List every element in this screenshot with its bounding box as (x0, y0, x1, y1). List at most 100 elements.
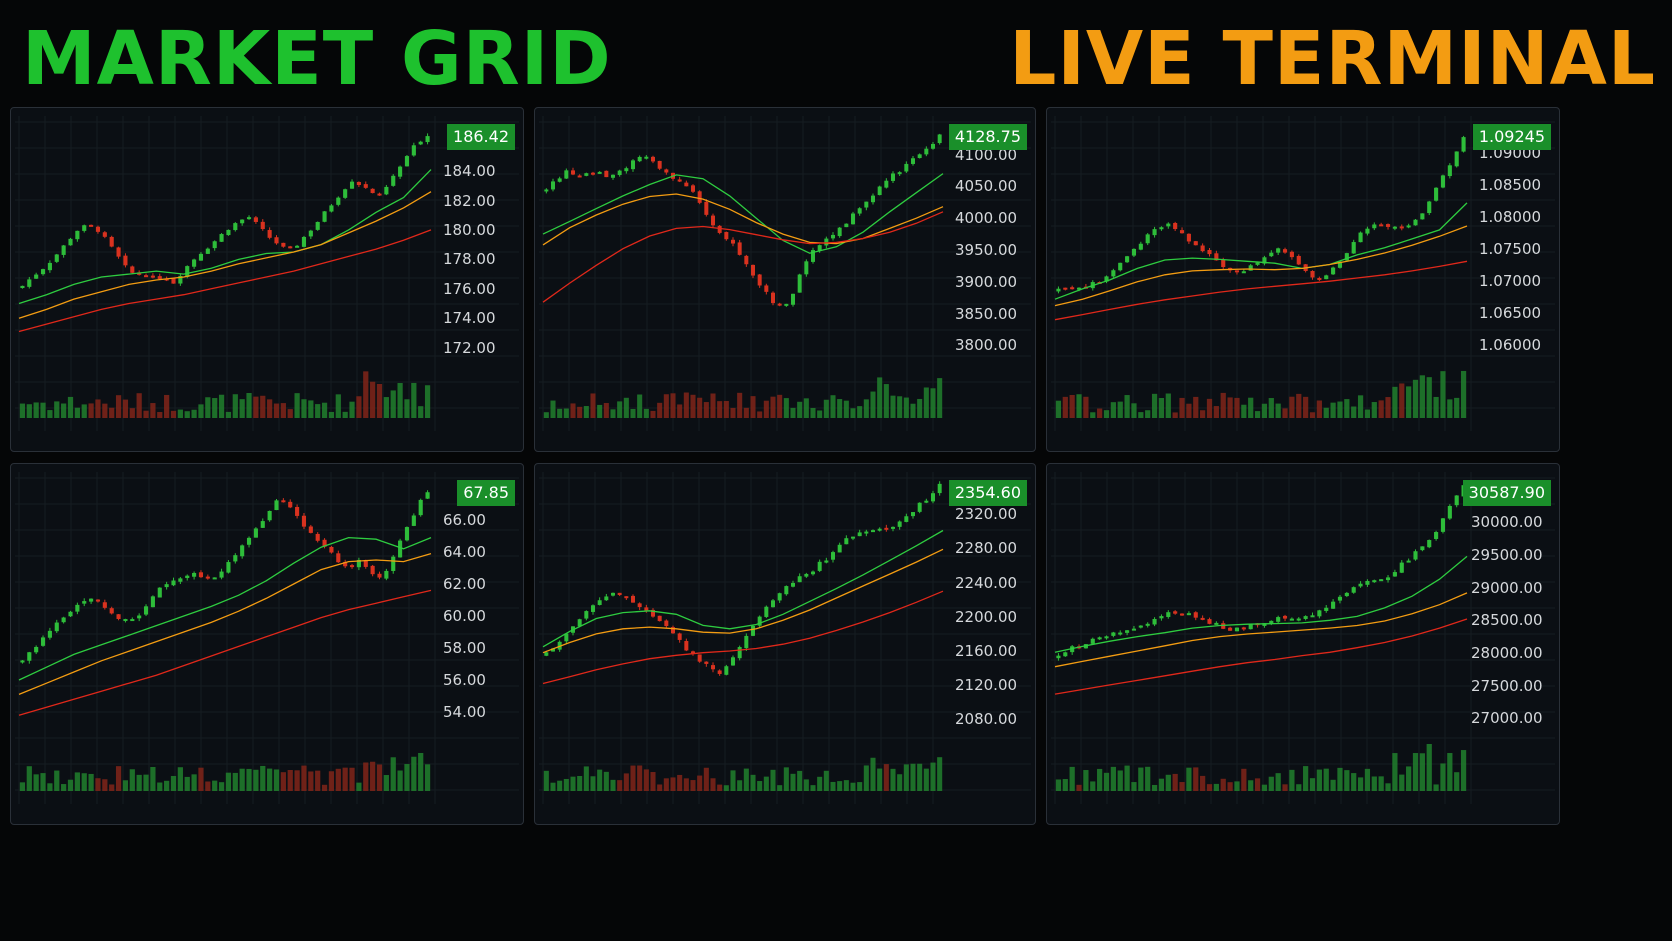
volume-bar (1165, 393, 1171, 418)
volume-bar (122, 780, 129, 791)
volume-bar (683, 778, 689, 791)
volume-bar (383, 775, 389, 791)
candle-body (684, 641, 689, 651)
candle-body (1337, 596, 1343, 601)
chart-panel[interactable]: 2320.00 2280.00 2240.00 2200.00 2160.00 2120.… (534, 463, 1036, 825)
candle-body (1152, 618, 1157, 625)
volume-bar (1234, 397, 1240, 418)
candle-body (1173, 222, 1178, 230)
market-grid-title: MARKET GRID (22, 16, 612, 102)
candle-body (1125, 256, 1130, 263)
volume-bar (1406, 386, 1412, 418)
candle-body (1063, 287, 1068, 290)
y-tick-label: 2320.00 (955, 505, 1018, 524)
volume-bar (54, 401, 60, 418)
volume-bar (1330, 402, 1336, 418)
volume-bar (1323, 407, 1329, 418)
chart-panel[interactable]: 30000.00 29500.00 29000.00 28500.00 28000.00… (1046, 463, 1560, 825)
candle-body (164, 584, 169, 588)
volume-bar (870, 391, 876, 418)
volume-bar (1440, 763, 1446, 791)
volume-bar (136, 393, 142, 418)
candle-body (418, 499, 423, 516)
volume-bar (717, 401, 723, 418)
candle-body (1207, 619, 1212, 624)
candle-body (1179, 613, 1185, 616)
volume-bar (170, 775, 177, 791)
candle-body (27, 652, 32, 661)
volume-bar (837, 399, 843, 418)
candle-body (1207, 249, 1212, 255)
chart-panel[interactable]: 4100.00 4050.00 4000.00 3950.00 3900.00 3850.… (534, 107, 1036, 452)
candle-body (301, 236, 307, 247)
candlestick-chart (15, 116, 519, 431)
candle-body (34, 274, 39, 279)
volume-bar (19, 782, 26, 791)
candle-body (844, 223, 849, 228)
volume-bar (810, 407, 816, 418)
volume-bar (349, 401, 355, 418)
volume-bar (1213, 406, 1219, 418)
candle-body (1276, 617, 1281, 622)
candle-body (1385, 577, 1391, 581)
candle-body (363, 559, 368, 567)
candle-body (1159, 227, 1164, 230)
candle-body (637, 156, 642, 162)
volume-bar (697, 397, 703, 418)
candle-body (404, 527, 410, 541)
candle-body (1056, 655, 1061, 659)
candle-body (1166, 612, 1171, 617)
chart-panel[interactable]: 184.00 182.00 180.00 178.00 176.00 174.00 172.… (10, 107, 524, 452)
volume-bar (1186, 767, 1192, 791)
candle-body (205, 248, 210, 254)
volume-bar (930, 762, 936, 791)
volume-bar (1337, 401, 1343, 418)
candle-body (1406, 225, 1411, 228)
candle-body (777, 593, 782, 601)
volume-bar (897, 396, 903, 418)
volume-bar (583, 766, 589, 791)
volume-bar (850, 782, 856, 791)
volume-bar (1248, 780, 1254, 791)
candle-body (123, 255, 128, 266)
volume-bar (590, 393, 596, 418)
volume-bar (198, 404, 204, 418)
last-price-badge: 1.09245 (1472, 124, 1551, 150)
volume-bar (597, 769, 603, 791)
candle-body (1193, 612, 1198, 618)
volume-bar (109, 407, 115, 418)
volume-bar (1234, 781, 1240, 791)
chart-panel[interactable]: 1.09000 1.08500 1.08000 1.07500 1.07000 1.065… (1046, 107, 1560, 452)
candle-body (246, 537, 252, 545)
candle-body (711, 215, 715, 226)
candle-body (157, 587, 162, 598)
volume-bar (74, 772, 80, 791)
ma-fast-line (18, 169, 432, 305)
candle-body (274, 500, 279, 511)
candle-body (68, 611, 73, 617)
volume-bar (1172, 773, 1178, 791)
volume-bar (1330, 779, 1336, 791)
volume-bar (883, 764, 889, 791)
y-tick-label: 1.07500 (1479, 240, 1542, 259)
ma-mid-line (18, 552, 432, 696)
candle-body (329, 205, 334, 212)
volume-bar (1364, 409, 1371, 418)
candle-body (664, 169, 669, 173)
volume-bar (757, 411, 763, 418)
chart-panel[interactable]: 66.00 64.00 62.00 60.00 58.00 56.00 54.00 67.85 (10, 463, 524, 825)
volume-bar (81, 404, 87, 418)
candle-body (425, 136, 430, 143)
candle-body (604, 170, 609, 178)
volume-bar (597, 404, 603, 418)
volume-bar (1392, 753, 1398, 791)
candle-body (1166, 223, 1171, 227)
candle-body (564, 170, 569, 179)
candle-body (777, 303, 782, 306)
volume-bar (1145, 766, 1151, 791)
volume-bar (630, 408, 636, 418)
candle-body (20, 285, 25, 289)
volume-bar (342, 411, 348, 418)
volume-bar (287, 409, 293, 418)
y-tick-label: 172.00 (443, 338, 496, 357)
